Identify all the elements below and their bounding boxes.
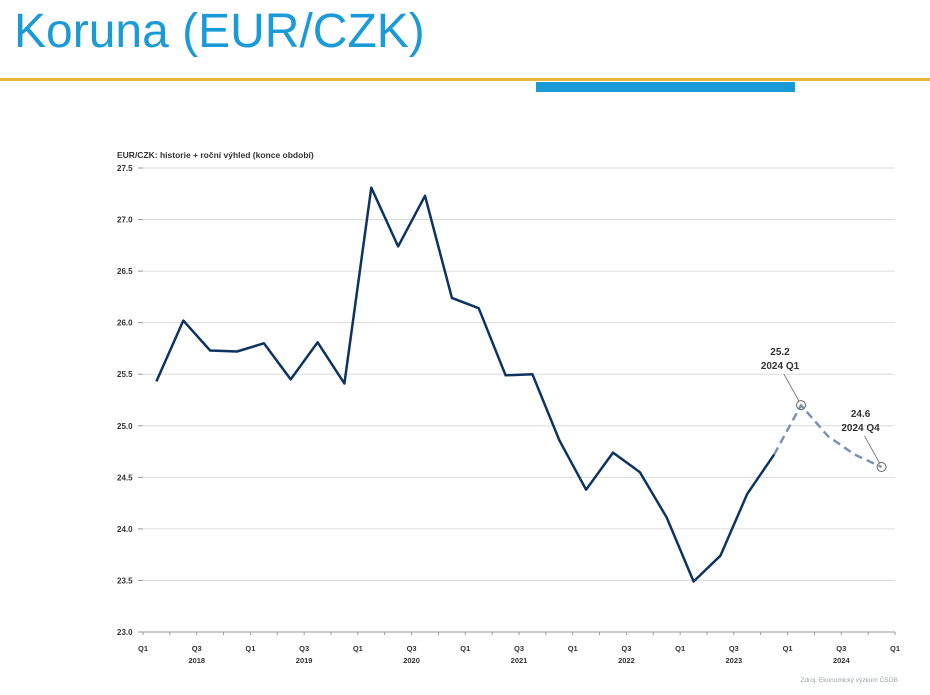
forecast-marker (876, 462, 887, 473)
y-tick-label: 27.5 (117, 164, 133, 173)
x-tick-label: Q3 (729, 644, 739, 653)
y-tick-label: 23.0 (117, 628, 133, 637)
forecast-marker (796, 400, 806, 411)
chart-title: EUR/CZK: historie + roční výhled (konce … (117, 150, 314, 160)
x-year-label: 2024 (833, 656, 851, 665)
x-tick-label: Q1 (353, 644, 363, 653)
y-tick-label: 25.5 (117, 370, 133, 379)
x-year-label: 2022 (618, 656, 635, 665)
title-divider (0, 78, 930, 81)
x-year-label: 2018 (188, 656, 205, 665)
y-tick-label: 26.0 (117, 319, 133, 328)
x-year-label: 2019 (296, 656, 313, 665)
x-tick-label: Q1 (675, 644, 685, 653)
x-tick-label: Q3 (514, 644, 524, 653)
y-tick-label: 23.5 (117, 576, 133, 585)
y-tick-label: 26.5 (117, 267, 133, 276)
x-tick-label: Q3 (407, 644, 417, 653)
source-note: Zdroj: Ekonomický výzkum ČSOB (800, 675, 898, 684)
y-tick-label: 25.0 (117, 422, 133, 431)
x-tick-label: Q1 (138, 644, 148, 653)
x-year-label: 2021 (511, 656, 528, 665)
x-axis: Q1 Q3 Q1 Q3 Q1 Q3 Q1 Q3 Q1 Q3 Q1 Q3 Q1 Q3 Q1 2018 2019 20… (138, 631, 900, 665)
y-tick-label: 24.0 (117, 525, 133, 534)
chart-grid (143, 167, 895, 633)
accent-bar (536, 82, 795, 92)
slide-title: Koruna (EUR/CZK) (14, 5, 425, 58)
history-series-line (155, 186, 776, 583)
y-tick-label: 24.5 (117, 473, 133, 482)
x-year-label: 2020 (403, 656, 420, 665)
annotation-period: 2024 Q1 (761, 361, 800, 372)
x-tick-label: Q3 (836, 644, 846, 653)
chart-annotations: 25.2 2024 Q1 24.6 2024 Q4 (761, 347, 887, 473)
y-tick-label: 27.0 (117, 216, 133, 225)
annotation-period: 2024 Q4 (841, 423, 880, 434)
x-year-label: 2023 (726, 656, 743, 665)
x-tick-label: Q1 (568, 644, 578, 653)
annotation-value: 24.6 (851, 409, 871, 420)
annotation-leader (783, 373, 800, 402)
x-tick-label: Q1 (890, 644, 900, 653)
x-tick-label: Q1 (783, 644, 793, 653)
y-axis: 27.5 27.0 26.5 26.0 25.5 25.0 24.5 24.0 23.5 23.0 (117, 164, 143, 637)
x-tick-label: Q3 (299, 644, 309, 653)
annotation-value: 25.2 (770, 347, 790, 358)
x-tick-label: Q3 (192, 644, 202, 653)
x-tick-label: Q1 (245, 644, 255, 653)
x-tick-label: Q1 (460, 644, 470, 653)
chart-series (155, 186, 883, 583)
x-tick-label: Q3 (621, 644, 631, 653)
annotation-leader (864, 435, 880, 464)
forecast-series-line (773, 403, 883, 469)
